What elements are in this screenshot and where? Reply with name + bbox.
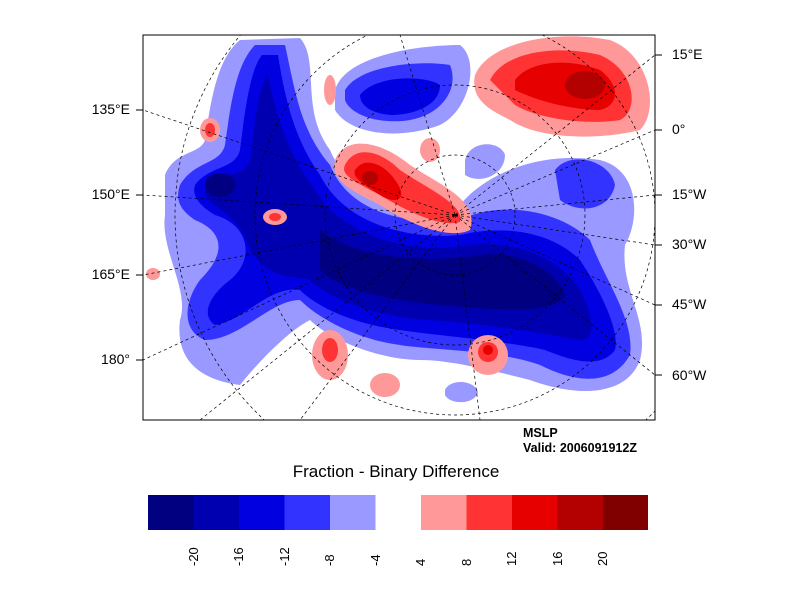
colorbar-tick-label: -4 bbox=[367, 554, 383, 566]
map-info: MSLP Valid: 2006091912Z bbox=[523, 426, 637, 456]
colorbar-tick-label: -12 bbox=[276, 547, 292, 566]
colorbar-swatch bbox=[421, 495, 467, 530]
contour-fill bbox=[143, 35, 655, 420]
colorbar-swatch bbox=[330, 495, 376, 530]
colorbar-swatch bbox=[148, 495, 194, 530]
lon-label-right: 60°W bbox=[672, 367, 707, 383]
colorbar-tick-label: -8 bbox=[322, 554, 337, 566]
variable-label: MSLP bbox=[523, 426, 558, 440]
lon-label-left: 180° bbox=[101, 351, 130, 367]
colorbar-tick-label: -20 bbox=[185, 547, 201, 566]
lon-label-right: 15°E bbox=[672, 46, 703, 62]
lon-label-left: 150°E bbox=[91, 186, 130, 202]
colorbar-tick-label: 12 bbox=[504, 551, 519, 566]
colorbar-swatch bbox=[557, 495, 604, 530]
lon-label-right: 0° bbox=[672, 121, 686, 137]
colorbar-swatch bbox=[466, 495, 513, 530]
colorbar-tick-label: -16 bbox=[231, 547, 246, 566]
lon-label-right: 30°W bbox=[672, 236, 707, 252]
colorbar-swatch bbox=[239, 495, 285, 530]
colorbar-tick-label: 16 bbox=[549, 551, 565, 566]
colorbar-tick-label: 20 bbox=[595, 551, 610, 566]
colorbar-swatch bbox=[375, 495, 422, 530]
colorbar-tick-label: 8 bbox=[458, 558, 474, 566]
colorbar-swatch bbox=[603, 495, 648, 530]
colorbar-swatch bbox=[512, 495, 558, 530]
lon-label-right: 15°W bbox=[672, 186, 707, 202]
colorbar-tick-label: 4 bbox=[413, 558, 428, 566]
lon-label-left: 165°E bbox=[91, 266, 130, 282]
colorbar-swatch bbox=[193, 495, 240, 530]
lon-label-right: 45°W bbox=[672, 296, 707, 312]
colorbar bbox=[148, 495, 648, 530]
colorbar-title: Fraction - Binary Difference bbox=[292, 462, 500, 481]
colorbar-swatch bbox=[284, 495, 331, 530]
lon-label-left: 135°E bbox=[91, 101, 130, 117]
valid-time-label: Valid: 2006091912Z bbox=[523, 441, 637, 455]
